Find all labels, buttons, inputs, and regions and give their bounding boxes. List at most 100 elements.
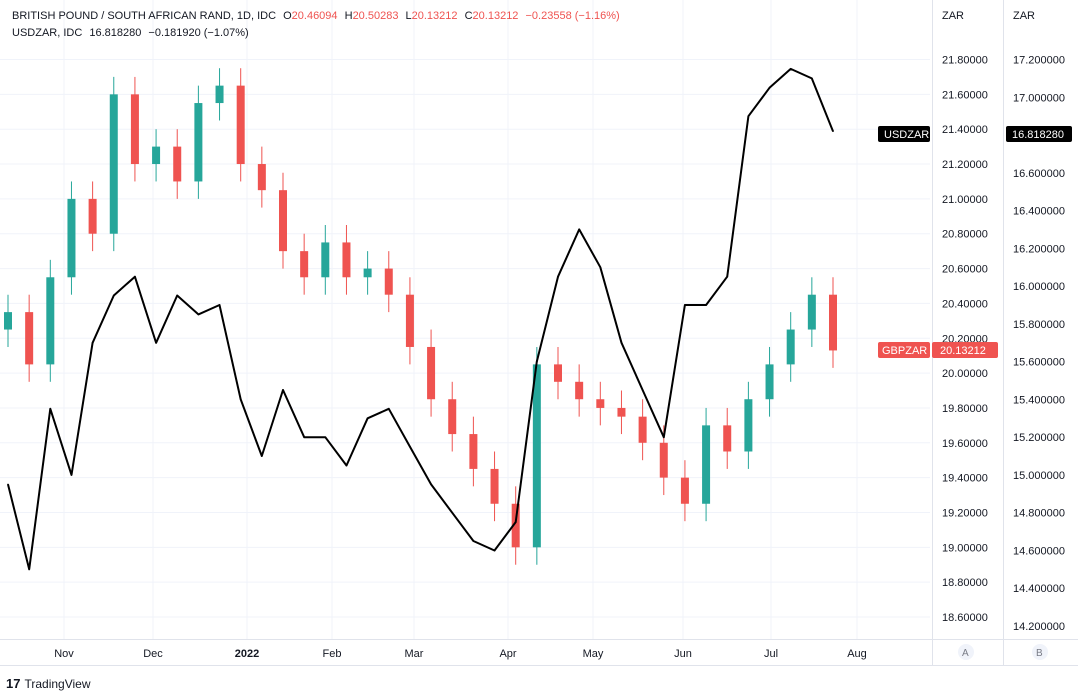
gbp-tick-label: 21.80000: [942, 55, 988, 67]
usdzar-point: [557, 275, 559, 278]
gbpzar-candle-body: [554, 364, 562, 382]
usdzar-point: [472, 540, 475, 542]
usdzar-point: [28, 568, 30, 571]
time-tick-label: Feb: [323, 648, 342, 660]
gbpzar-candle-body: [765, 364, 774, 400]
gbp-tick-label: 20.60000: [942, 264, 988, 276]
usdzar-axis[interactable]: 17.20000017.00000016.80000016.60000016.4…: [1013, 55, 1065, 634]
svg-text:16.818280: 16.818280: [1012, 129, 1064, 141]
gbpzar-candle-body: [152, 146, 161, 165]
gbpzar-candle-body: [469, 434, 478, 469]
usd-tick-label: 16.400000: [1013, 206, 1065, 218]
usdzar-point: [134, 275, 136, 278]
usdzar-point: [282, 389, 284, 391]
right-currency-label: ZAR: [1013, 10, 1035, 22]
gbp-tick-label: 20.80000: [942, 229, 988, 241]
usdzar-tag: USDZAR 16.818280: [878, 126, 1072, 142]
svg-text:B: B: [1036, 648, 1043, 659]
usdzar-value: 16.818280: [89, 27, 142, 39]
usdzar-point: [493, 549, 496, 552]
usd-tick-label: 17.000000: [1013, 92, 1065, 104]
gbpzar-candle-body: [702, 425, 711, 504]
usd-tick-label: 15.200000: [1013, 432, 1065, 444]
time-tick-label: Apr: [499, 648, 516, 660]
usdzar-point: [726, 275, 729, 278]
gbpzar-candle-body: [786, 329, 795, 365]
time-tick-label: Jul: [764, 648, 778, 660]
gbpzar-tag: GBPZAR 20.13212: [878, 342, 998, 358]
gbp-tick-label: 19.80000: [942, 403, 988, 415]
usdzar-point: [112, 294, 115, 297]
gbpzar-candle-body: [405, 294, 414, 347]
gbpzar-candle-body: [257, 164, 266, 191]
time-axis[interactable]: Nov Dec 2022 Feb Mar Apr May Jun Jul Aug: [54, 648, 867, 660]
usdzar-series-line: [7, 67, 834, 571]
usdzar-point: [261, 455, 263, 457]
gbpzar-candle-body: [638, 416, 647, 443]
usdzar-point: [789, 68, 792, 70]
scale-a-button[interactable]: A: [958, 644, 974, 660]
legend-line-1: BRITISH POUND / SOUTH AFRICAN RAND, 1D, …: [12, 10, 620, 22]
gbpzar-candle-body: [46, 277, 55, 365]
svg-text:USDZAR: USDZAR: [884, 129, 929, 141]
usdzar-point: [49, 408, 52, 410]
usdzar-name[interactable]: USDZAR, IDC: [12, 27, 83, 39]
gbpzar-candle-body: [490, 468, 499, 504]
legend-line-2: USDZAR, IDC 16.818280 −0.181920 (−1.07%): [12, 27, 253, 39]
gbp-tick-label: 19.40000: [942, 473, 988, 485]
gbpzar-candle-body: [25, 312, 34, 365]
usdzar-point: [409, 445, 411, 448]
usd-tick-label: 17.200000: [1013, 55, 1065, 67]
usd-tick-label: 15.600000: [1013, 357, 1065, 369]
gbpzar-candle-body: [88, 198, 97, 234]
gbpzar-candle-body: [596, 399, 605, 408]
gbpzar-axis[interactable]: 21.80000 21.60000 21.40000 21.20000 21.00000…: [942, 55, 988, 625]
left-currency-label: ZAR: [942, 10, 964, 22]
usdzar-point: [239, 398, 242, 401]
symbol-title[interactable]: BRITISH POUND / SOUTH AFRICAN RAND, 1D, …: [12, 10, 277, 22]
usdzar-point: [430, 483, 432, 486]
usdzar-point: [641, 389, 644, 391]
usdzar-point: [747, 115, 750, 117]
gbpzar-candle-body: [659, 442, 668, 478]
gbp-tick-label: 21.20000: [942, 159, 988, 171]
gbp-tick-label: 18.60000: [942, 612, 988, 624]
usdzar-point: [536, 360, 538, 363]
gbpzar-candle-body: [617, 407, 626, 417]
gbpzar-candle-body: [723, 425, 732, 452]
usd-tick-label: 15.800000: [1013, 319, 1065, 331]
usdzar-point: [599, 266, 602, 269]
gbpzar-candle-body: [532, 364, 541, 548]
gbpzar-candle-body: [173, 146, 182, 182]
footer-branding[interactable]: 17 TradingView: [6, 676, 91, 691]
gbpzar-candle-body: [744, 399, 753, 452]
usdzar-point: [324, 436, 327, 438]
usd-tick-label: 15.000000: [1013, 470, 1065, 482]
gbpzar-candle-body: [575, 381, 584, 400]
gbpzar-candle-body: [4, 312, 12, 330]
gbpzar-candles: [4, 68, 837, 565]
gbp-tick-label: 20.40000: [942, 298, 988, 310]
usdzar-point: [832, 130, 834, 133]
gbpzar-candle-body: [680, 477, 689, 504]
brand-name: TradingView: [24, 676, 91, 691]
svg-text:A: A: [962, 648, 969, 659]
time-tick-label: Nov: [54, 648, 74, 660]
gbpzar-candle-body: [342, 242, 351, 278]
usd-tick-label: 14.800000: [1013, 508, 1065, 520]
usdzar-change: −0.181920 (−1.07%): [148, 27, 249, 39]
gbpzar-candle-body: [511, 503, 520, 548]
gbpzar-candle-body: [236, 85, 245, 165]
gbpzar-candle-body: [130, 94, 139, 165]
low-value: 20.13212: [411, 10, 458, 22]
usdzar-point: [176, 294, 179, 297]
usdzar-point: [620, 341, 623, 344]
gbpzar-candle-body: [448, 399, 457, 435]
scale-b-button[interactable]: B: [1032, 644, 1048, 660]
usdzar-point: [768, 87, 771, 89]
gbp-tick-label: 20.00000: [942, 368, 988, 380]
gbpzar-candle-body: [384, 268, 393, 295]
tradingview-logo-icon: 17: [6, 676, 21, 691]
usdzar-point: [345, 464, 348, 467]
